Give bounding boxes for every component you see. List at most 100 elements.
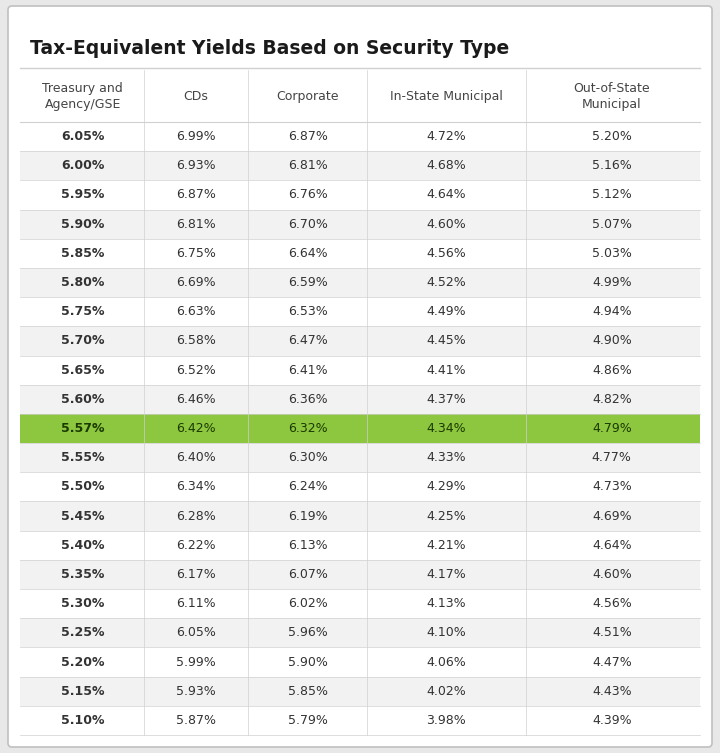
Text: 6.05%: 6.05%: [176, 626, 216, 639]
Text: 5.40%: 5.40%: [61, 538, 104, 552]
Bar: [20, 239, 700, 268]
Bar: [20, 326, 700, 355]
Text: 5.16%: 5.16%: [592, 160, 631, 172]
Bar: [20, 560, 700, 589]
Bar: [20, 209, 700, 239]
Text: 6.32%: 6.32%: [288, 422, 328, 435]
Text: 6.69%: 6.69%: [176, 276, 216, 289]
Text: 6.93%: 6.93%: [176, 160, 216, 172]
Text: 6.52%: 6.52%: [176, 364, 216, 376]
Text: 5.07%: 5.07%: [592, 218, 632, 230]
Text: 5.20%: 5.20%: [61, 656, 104, 669]
Text: 5.45%: 5.45%: [61, 510, 104, 523]
Text: 6.22%: 6.22%: [176, 538, 216, 552]
Text: 5.95%: 5.95%: [61, 188, 104, 202]
Text: 5.87%: 5.87%: [176, 714, 216, 727]
Text: 6.40%: 6.40%: [176, 451, 216, 464]
Text: 5.65%: 5.65%: [61, 364, 104, 376]
Text: 6.36%: 6.36%: [288, 393, 328, 406]
Text: 5.60%: 5.60%: [61, 393, 104, 406]
Text: 4.79%: 4.79%: [592, 422, 631, 435]
Text: 6.47%: 6.47%: [288, 334, 328, 347]
Text: 6.70%: 6.70%: [288, 218, 328, 230]
Text: 6.63%: 6.63%: [176, 305, 216, 319]
Text: 5.75%: 5.75%: [61, 305, 104, 319]
Text: 6.00%: 6.00%: [61, 160, 104, 172]
Text: Corporate: Corporate: [276, 90, 339, 102]
Bar: [20, 589, 700, 618]
Text: 4.25%: 4.25%: [426, 510, 466, 523]
Text: 6.75%: 6.75%: [176, 247, 216, 260]
Text: 6.53%: 6.53%: [288, 305, 328, 319]
Text: 6.59%: 6.59%: [288, 276, 328, 289]
Text: 5.80%: 5.80%: [61, 276, 104, 289]
Text: 6.19%: 6.19%: [288, 510, 328, 523]
Text: 5.50%: 5.50%: [61, 480, 104, 493]
Text: 5.90%: 5.90%: [288, 656, 328, 669]
Text: In-State Municipal: In-State Municipal: [390, 90, 503, 102]
Text: 6.11%: 6.11%: [176, 597, 216, 610]
Bar: [20, 706, 700, 735]
Text: 5.79%: 5.79%: [288, 714, 328, 727]
Text: 6.07%: 6.07%: [288, 568, 328, 581]
Bar: [20, 268, 700, 297]
Text: 4.51%: 4.51%: [592, 626, 631, 639]
Text: 4.60%: 4.60%: [592, 568, 631, 581]
Text: 4.73%: 4.73%: [592, 480, 631, 493]
Text: 4.64%: 4.64%: [592, 538, 631, 552]
Bar: [20, 151, 700, 181]
Text: 4.77%: 4.77%: [592, 451, 631, 464]
Text: 5.25%: 5.25%: [61, 626, 104, 639]
Text: 6.64%: 6.64%: [288, 247, 328, 260]
Text: 4.60%: 4.60%: [426, 218, 466, 230]
Text: 4.10%: 4.10%: [426, 626, 466, 639]
Text: 4.47%: 4.47%: [592, 656, 631, 669]
Text: 5.55%: 5.55%: [61, 451, 104, 464]
Text: 4.72%: 4.72%: [426, 130, 466, 143]
Text: 5.70%: 5.70%: [61, 334, 104, 347]
Text: 6.02%: 6.02%: [288, 597, 328, 610]
Text: 6.42%: 6.42%: [176, 422, 216, 435]
Text: 4.68%: 4.68%: [426, 160, 466, 172]
Text: 5.85%: 5.85%: [287, 684, 328, 698]
Bar: [20, 618, 700, 648]
Text: 5.20%: 5.20%: [592, 130, 631, 143]
Text: 5.15%: 5.15%: [61, 684, 104, 698]
Bar: [20, 355, 700, 385]
Text: 4.56%: 4.56%: [592, 597, 631, 610]
Bar: [20, 648, 700, 677]
Text: 6.99%: 6.99%: [176, 130, 216, 143]
Bar: [20, 122, 700, 151]
Text: 4.21%: 4.21%: [426, 538, 466, 552]
Text: 6.46%: 6.46%: [176, 393, 216, 406]
Text: 6.30%: 6.30%: [288, 451, 328, 464]
Text: 4.33%: 4.33%: [426, 451, 466, 464]
Text: 6.05%: 6.05%: [61, 130, 104, 143]
Bar: [20, 443, 700, 472]
Bar: [20, 385, 700, 414]
Text: CDs: CDs: [184, 90, 209, 102]
Text: 6.13%: 6.13%: [288, 538, 328, 552]
Text: 6.81%: 6.81%: [288, 160, 328, 172]
Text: 6.87%: 6.87%: [288, 130, 328, 143]
Text: 5.93%: 5.93%: [176, 684, 216, 698]
Text: 4.90%: 4.90%: [592, 334, 631, 347]
Text: 5.12%: 5.12%: [592, 188, 631, 202]
Text: 6.76%: 6.76%: [288, 188, 328, 202]
Text: 5.99%: 5.99%: [176, 656, 216, 669]
Text: 4.82%: 4.82%: [592, 393, 631, 406]
Text: 4.37%: 4.37%: [426, 393, 466, 406]
Text: 5.03%: 5.03%: [592, 247, 631, 260]
Bar: [20, 472, 700, 501]
Text: 6.28%: 6.28%: [176, 510, 216, 523]
Text: 4.13%: 4.13%: [426, 597, 466, 610]
Text: 6.24%: 6.24%: [288, 480, 328, 493]
Text: 6.81%: 6.81%: [176, 218, 216, 230]
Text: 4.06%: 4.06%: [426, 656, 466, 669]
Text: 4.39%: 4.39%: [592, 714, 631, 727]
Text: 4.49%: 4.49%: [426, 305, 466, 319]
Text: 6.58%: 6.58%: [176, 334, 216, 347]
Text: 4.86%: 4.86%: [592, 364, 631, 376]
Text: 4.45%: 4.45%: [426, 334, 466, 347]
Text: 5.30%: 5.30%: [61, 597, 104, 610]
